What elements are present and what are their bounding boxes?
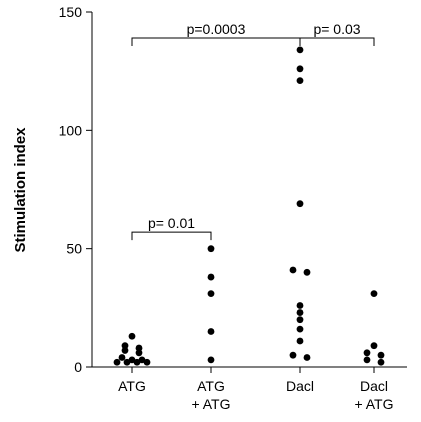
point-3-1 xyxy=(370,342,378,350)
point-3-4 xyxy=(363,356,371,364)
x-tick-label-3: Dacl + ATG xyxy=(354,378,393,412)
point-1-4 xyxy=(207,356,215,364)
point-1-3 xyxy=(207,328,215,335)
point-2-10 xyxy=(296,337,304,345)
significance-bracket-2 xyxy=(299,37,375,47)
x-tick-label-2: Dacl xyxy=(286,378,314,394)
x-tick-label-line1-1: ATG xyxy=(197,378,225,394)
point-1-2 xyxy=(207,290,215,298)
point-3-2 xyxy=(363,349,371,357)
point-3-5 xyxy=(377,358,385,366)
point-2-6 xyxy=(296,302,304,309)
x-tick-label-line2-3: + ATG xyxy=(354,396,393,412)
point-2-4 xyxy=(289,266,297,274)
data-points xyxy=(113,46,385,366)
y-tick-label-3: 150 xyxy=(59,4,83,20)
x-tick-label-line1-3: Dacl xyxy=(360,378,388,394)
significance-annotations: p= 0.01 p=0.0003 p= 0.03 xyxy=(131,21,375,241)
significance-label-1: p=0.0003 xyxy=(187,21,246,37)
point-0-5 xyxy=(118,354,126,361)
point-0-8 xyxy=(113,358,121,366)
point-2-8 xyxy=(296,316,304,324)
point-0-3 xyxy=(121,347,129,354)
x-tick-label-line1-0: ATG xyxy=(118,378,146,394)
y-tick-label-1: 50 xyxy=(66,241,82,257)
y-ticks: 0 50 100 150 xyxy=(59,4,92,375)
point-2-3 xyxy=(296,200,304,208)
point-0-4 xyxy=(135,349,143,357)
point-2-9 xyxy=(296,325,304,333)
point-3-0 xyxy=(370,290,378,298)
x-axis: ATG ATG + ATG Dacl Dacl + ATG xyxy=(92,366,407,412)
point-2-7 xyxy=(296,309,304,316)
y-tick-label-0: 0 xyxy=(74,359,82,375)
point-2-5 xyxy=(303,268,311,276)
point-1-1 xyxy=(207,273,215,281)
significance-label-2: p= 0.03 xyxy=(313,21,360,37)
y-tick-label-2: 100 xyxy=(59,122,83,138)
significance-bracket-0 xyxy=(131,231,212,241)
x-tick-label-line2-1: + ATG xyxy=(191,396,230,412)
point-2-11 xyxy=(289,351,297,359)
point-2-0 xyxy=(296,46,304,54)
point-0-9 xyxy=(123,358,131,366)
point-0-1 xyxy=(121,342,129,350)
point-0-11 xyxy=(143,358,151,366)
significance-label-0: p= 0.01 xyxy=(148,215,195,231)
significance-bracket-1 xyxy=(131,37,301,47)
x-tick-label-line1-2: Dacl xyxy=(286,378,314,394)
point-1-0 xyxy=(207,245,215,253)
y-axis: 0 50 100 150 xyxy=(59,4,93,375)
y-axis-label: Stimulation index xyxy=(12,127,29,253)
point-2-12 xyxy=(303,354,311,361)
point-0-10 xyxy=(133,358,141,366)
x-tick-label-0: ATG xyxy=(118,378,146,394)
point-2-1 xyxy=(296,65,304,73)
point-0-2 xyxy=(135,344,143,352)
point-0-0 xyxy=(128,332,136,340)
point-3-3 xyxy=(377,351,385,359)
point-2-2 xyxy=(296,77,304,85)
x-ticks: ATG ATG + ATG Dacl Dacl + ATG xyxy=(118,367,394,412)
x-tick-label-1: ATG + ATG xyxy=(191,378,230,412)
